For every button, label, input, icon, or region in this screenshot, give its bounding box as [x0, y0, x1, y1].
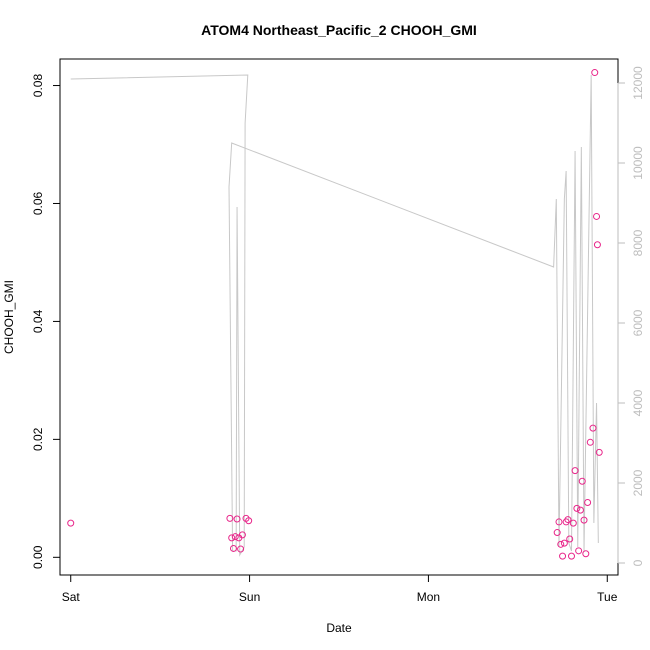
data-point-20 — [569, 519, 577, 527]
data-point-19 — [568, 552, 575, 560]
data-point-12 — [555, 518, 563, 526]
data-point-3 — [229, 544, 237, 552]
data-point-27 — [582, 550, 590, 558]
x-tick-label-3: Tue — [597, 590, 618, 604]
y-axis-label: CHOOH_GMI — [2, 280, 16, 354]
y-tick-label-3: 0.06 — [31, 191, 45, 215]
y2-tick-label-0: 0 — [631, 559, 645, 566]
y-tick-label-4: 0.08 — [31, 74, 45, 98]
y2-tick-label-1: 2000 — [631, 469, 645, 496]
y-axis-left: 0.00 0.02 0.04 0.06 0.08 — [31, 74, 61, 569]
y2-tick-label-2: 4000 — [631, 389, 645, 416]
data-point-22 — [573, 504, 581, 512]
data-point-15 — [560, 539, 568, 547]
data-point-31 — [591, 69, 599, 77]
x-axis-label: Date — [326, 621, 352, 635]
y2-tick-label-3: 6000 — [631, 309, 645, 336]
y-tick-label-0: 0.00 — [31, 545, 45, 569]
data-point-5 — [233, 515, 241, 523]
data-point-13 — [557, 540, 565, 548]
chart-title: ATOM4 Northeast_Pacific_2 CHOOH_GMI — [201, 22, 477, 38]
data-point-0 — [67, 519, 75, 527]
data-points-layer — [67, 69, 603, 560]
data-point-14 — [559, 552, 567, 560]
y-tick-label-1: 0.02 — [31, 427, 45, 451]
data-point-21 — [571, 467, 579, 475]
data-point-2 — [228, 534, 236, 542]
data-point-8 — [238, 531, 246, 539]
data-point-28 — [584, 498, 592, 506]
data-point-10 — [245, 517, 253, 525]
data-point-23 — [575, 547, 583, 555]
data-point-25 — [578, 477, 586, 485]
x-tick-label-2: Mon — [417, 590, 440, 604]
data-point-1 — [226, 514, 234, 522]
data-point-7 — [237, 545, 245, 553]
y2-tick-label-6: 12000 — [631, 66, 645, 100]
y2-tick-label-5: 10000 — [631, 146, 645, 180]
y-axis-right: 0 2000 4000 6000 8000 10000 12000 — [617, 66, 645, 566]
data-point-24 — [576, 506, 584, 514]
y-tick-label-2: 0.04 — [31, 309, 45, 333]
data-point-32 — [593, 212, 601, 220]
data-point-11 — [553, 529, 561, 537]
y2-tick-label-4: 8000 — [631, 229, 645, 256]
x-tick-label-0: Sat — [62, 590, 81, 604]
data-point-29 — [586, 438, 594, 446]
data-point-30 — [589, 424, 597, 432]
x-axis: Sat Sun Mon Tue — [62, 574, 618, 604]
data-point-33 — [593, 241, 601, 249]
x-tick-label-1: Sun — [239, 590, 260, 604]
data-point-34 — [595, 448, 603, 456]
data-point-26 — [580, 516, 588, 524]
data-point-4 — [231, 533, 239, 541]
data-point-18 — [566, 535, 574, 543]
data-point-17 — [564, 516, 572, 524]
